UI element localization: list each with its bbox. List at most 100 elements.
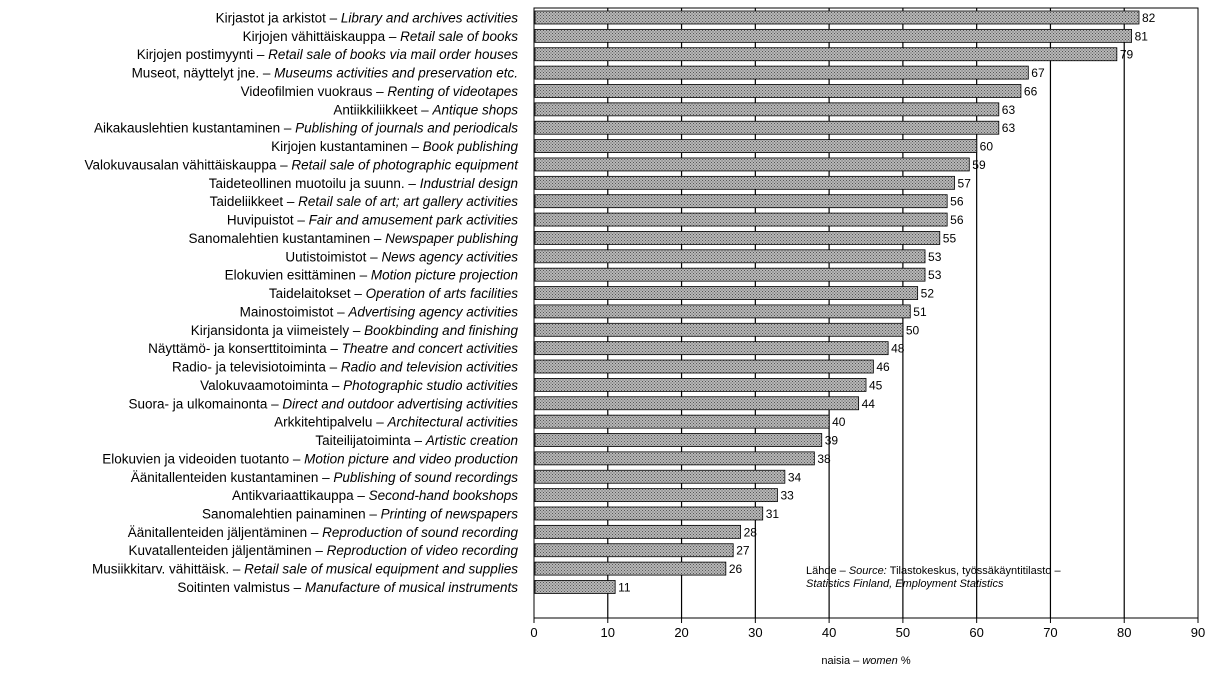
category-label-fi: Museot, näyttelyt jne. – [132, 66, 275, 81]
category-label: Sanomalehtien kustantaminen – Newspaper … [189, 231, 519, 246]
category-label-fi: Videofilmien vuokraus – [241, 84, 388, 99]
category-label: Elokuvien ja videoiden tuotanto – Motion… [102, 451, 518, 466]
category-label-en: Motion picture projection [371, 268, 518, 283]
value-label: 82 [1142, 11, 1156, 25]
value-label: 34 [788, 470, 802, 484]
value-label: 33 [780, 489, 794, 503]
x-tick-label: 80 [1117, 625, 1131, 640]
category-label-fi: Antiikkiliikkeet – [333, 102, 432, 117]
x-tick-label: 50 [896, 625, 910, 640]
bar [534, 157, 970, 172]
bar [534, 396, 860, 411]
category-label-fi: Kuvatallenteiden jäljentäminen – [128, 543, 326, 558]
source-text: Tilastokeskus, työssäkäyntitilasto – [890, 565, 1062, 577]
category-label-fi: Antikvariaattikauppa – [232, 488, 369, 503]
x-tick-label: 0 [530, 625, 537, 640]
category-label-fi: Valokuvaamotoiminta – [200, 378, 343, 393]
category-label-en: Book publishing [423, 139, 519, 154]
category-label-fi: Taidelaitokset – [269, 286, 366, 301]
category-label-en: Museums activities and preservation etc. [274, 66, 518, 81]
value-label: 46 [876, 360, 890, 374]
value-label: 39 [825, 434, 839, 448]
x-tick-label: 20 [674, 625, 688, 640]
category-label: Musiikkitarv. vähittäisk. – Retail sale … [92, 562, 518, 577]
category-label: Videofilmien vuokraus – Renting of video… [241, 84, 519, 99]
category-label-fi: Kirjastot ja arkistot – [216, 11, 341, 26]
value-label: 63 [1002, 103, 1016, 117]
category-label-en: Theatre and concert activities [342, 341, 519, 356]
bar [534, 433, 823, 447]
category-label-fi: Arkkitehtipalvelu – [274, 415, 387, 430]
x-axis-label-fi: naisia [821, 655, 851, 667]
category-label: Kirjansidonta ja viimeistely – Bookbindi… [191, 323, 519, 338]
category-label-en: Motion picture and video production [304, 451, 518, 466]
value-label: 55 [943, 231, 957, 245]
bar [534, 10, 1140, 25]
bar [534, 414, 830, 429]
x-tick-label: 60 [969, 625, 983, 640]
bar [534, 120, 1000, 135]
category-label: Antiikkiliikkeet – Antique shops [333, 102, 518, 117]
category-labels: Kirjastot ja arkistot – Library and arch… [84, 11, 519, 595]
category-label-en: Artistic creation [425, 433, 518, 448]
category-label: Museot, näyttelyt jne. – Museums activit… [132, 66, 518, 81]
value-label: 11 [618, 580, 631, 594]
category-label-fi: Kirjojen postimyynti – [137, 47, 268, 62]
category-label-fi: Radio- ja televisiotoiminta – [172, 360, 341, 375]
bar [534, 488, 778, 503]
x-axis-label: naisia – women % [821, 655, 911, 667]
category-label-en: Industrial design [420, 176, 518, 191]
category-label-en: Advertising agency activities [347, 304, 518, 319]
category-label-fi: Sanomalehtien painaminen – [202, 506, 381, 521]
value-labels: 8281796766636360595756565553535251504846… [618, 11, 1155, 594]
source-text-en: Statistics Finland, Employment Statistic… [806, 578, 1004, 590]
bar [534, 267, 926, 282]
category-label-fi: Kirjojen kustantaminen – [271, 139, 423, 154]
value-label: 26 [729, 562, 743, 576]
category-label: Näyttämö- ja konserttitoiminta – Theatre… [148, 341, 518, 356]
category-label-en: Retail sale of photographic equipment [291, 157, 519, 172]
category-label: Kirjojen postimyynti – Retail sale of bo… [137, 47, 518, 62]
category-label-en: Reproduction of video recording [327, 543, 519, 558]
bar [534, 304, 911, 319]
category-label: Taideliikkeet – Retail sale of art; art … [210, 194, 519, 209]
category-label: Uutistoimistot – News agency activities [285, 249, 518, 264]
category-label-en: Publishing of sound recordings [333, 470, 518, 485]
value-label: 53 [928, 250, 942, 264]
bar [534, 286, 919, 300]
category-label: Taidelaitokset – Operation of arts facil… [269, 286, 518, 301]
value-label: 51 [913, 305, 927, 319]
x-tick-label: 40 [822, 625, 836, 640]
category-label: Arkkitehtipalvelu – Architectural activi… [274, 415, 518, 430]
category-label: Kirjastot ja arkistot – Library and arch… [216, 11, 519, 26]
x-tick-labels: 0 10 20 30 40 50 60 70 80 90 [530, 625, 1205, 640]
category-label: Äänitallenteiden jäljentäminen – Reprodu… [128, 525, 519, 540]
x-tick-label: 70 [1043, 625, 1057, 640]
bar [534, 580, 616, 594]
bar [534, 194, 948, 209]
category-label-en: Second-hand bookshops [369, 488, 519, 503]
category-label-en: Operation of arts facilities [366, 286, 519, 301]
bar [534, 212, 948, 227]
svg-text:Lähde – Source: Tilastokeskus,: Lähde – Source: Tilastokeskus, työssäkäy… [806, 565, 1061, 577]
bar [534, 175, 955, 190]
bar [534, 543, 734, 558]
value-label: 56 [950, 213, 964, 227]
category-label-en: Printing of newspapers [381, 506, 519, 521]
x-axis-label-sep: – [850, 655, 862, 667]
category-label-en: Radio and television activities [341, 360, 518, 375]
x-axis-label-en: women [862, 655, 897, 667]
value-label: 45 [869, 378, 883, 392]
category-label-fi: Kirjansidonta ja viimeistely – [191, 323, 364, 338]
category-label: Kirjojen kustantaminen – Book publishing [271, 139, 518, 154]
category-label: Aikakauslehtien kustantaminen – Publishi… [94, 121, 518, 136]
category-label: Soitinten valmistus – Manufacture of mus… [177, 580, 518, 595]
bar [534, 377, 867, 392]
category-label-en: Antique shops [431, 102, 518, 117]
category-label-fi: Suora- ja ulkomainonta – [129, 396, 283, 411]
category-label-fi: Taiteilijatoiminta – [315, 433, 425, 448]
category-label-fi: Elokuvien esittäminen – [225, 268, 371, 283]
category-label: Elokuvien esittäminen – Motion picture p… [225, 268, 518, 283]
value-label: 59 [972, 158, 986, 172]
